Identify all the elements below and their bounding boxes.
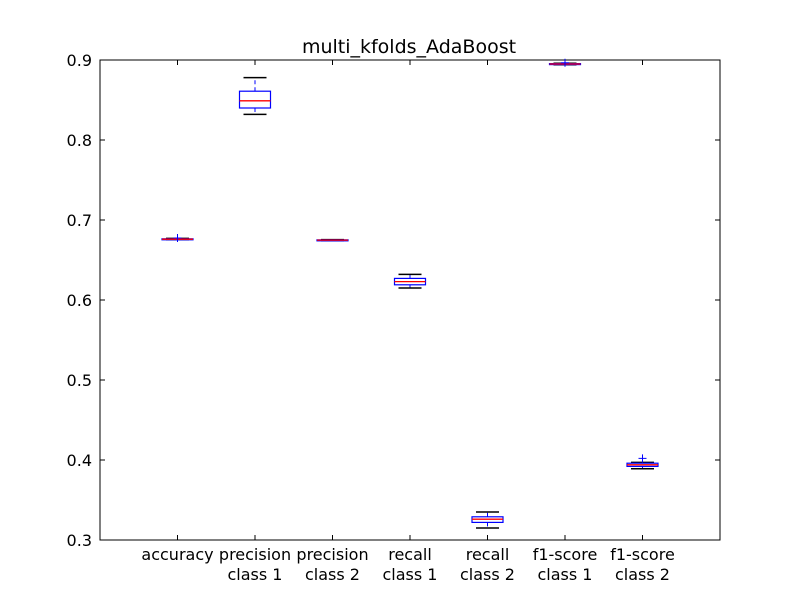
box-plot-item: [393, 273, 427, 289]
x-tick-label-line: class 1: [383, 565, 438, 584]
x-tick-label: precision class 2: [296, 545, 368, 584]
box-plot-item: [161, 234, 194, 242]
x-tick-label-line: precision: [219, 545, 291, 564]
outlier-marker: [173, 234, 182, 242]
x-tick-label-line: class 2: [460, 565, 515, 584]
x-tick-label-line: class 2: [305, 565, 360, 584]
y-tick-label: 0.4: [67, 451, 92, 470]
chart-title: multi_kfolds_AdaBoost: [302, 36, 516, 58]
box-plot-item: [548, 58, 582, 67]
x-tick-label-line: recall: [388, 545, 432, 564]
y-tick-label: 0.7: [67, 211, 92, 230]
y-tick-label: 0.3: [67, 531, 92, 550]
x-tick-label: recall class 1: [383, 545, 438, 584]
y-axis: 0.3 0.4 0.5 0.6 0.7 0.8 0.9: [67, 51, 720, 550]
outlier-marker: [561, 58, 569, 67]
x-tick-label: recall class 2: [460, 545, 515, 584]
box-iqr: [238, 90, 272, 109]
x-tick-label-line: recall: [466, 545, 510, 564]
box-series: [161, 58, 659, 529]
y-tick-label: 0.5: [67, 371, 92, 390]
x-tick-label-line: f1-score: [610, 545, 675, 564]
box-plot-item: [316, 238, 349, 242]
x-tick-label-line: class 1: [228, 565, 283, 584]
box-plot-item: [471, 511, 504, 529]
y-tick-label: 0.6: [67, 291, 92, 310]
x-tick-label-line: precision: [296, 545, 368, 564]
x-tick-label: precision class 1: [219, 545, 291, 584]
box-plot-item: [238, 76, 272, 116]
x-tick-label: f1-score class 1: [533, 545, 598, 584]
outlier-marker: [638, 454, 647, 463]
x-tick-label-line: class 1: [538, 565, 593, 584]
x-tick-label: f1-score class 2: [610, 545, 675, 584]
y-tick-label: 0.8: [67, 131, 92, 150]
x-tick-label-line: class 2: [615, 565, 670, 584]
box-plot-item: [626, 454, 659, 470]
x-tick-label-line: accuracy: [141, 545, 213, 564]
x-tick-label-line: f1-score: [533, 545, 598, 564]
y-tick-label: 0.9: [67, 51, 92, 70]
plot-area-frame: [99, 59, 721, 541]
x-tick-label: accuracy: [141, 545, 213, 564]
